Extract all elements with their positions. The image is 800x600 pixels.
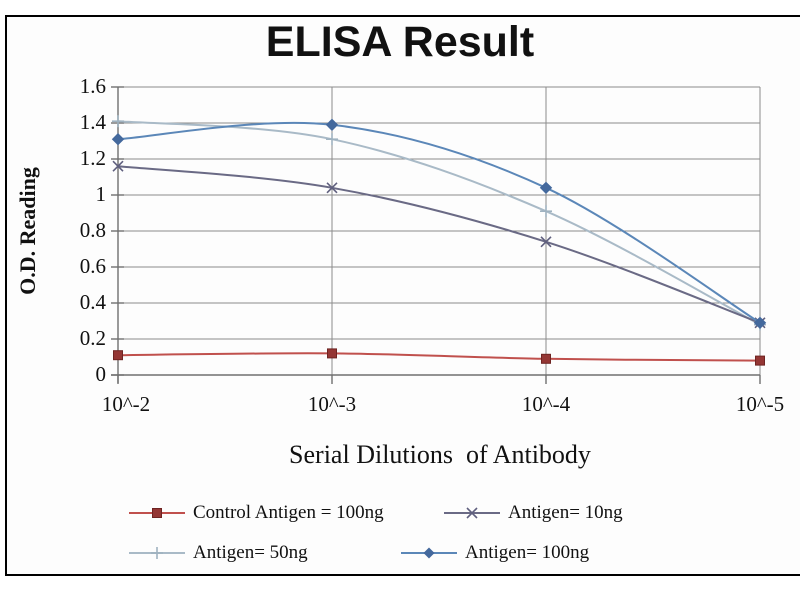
series-marker-antigen-100ng bbox=[753, 316, 767, 330]
y-axis-title: O.D. Reading bbox=[15, 167, 40, 295]
series-line-antigen-10ng bbox=[117, 165, 761, 324]
plus-legend-marker-icon bbox=[129, 547, 185, 559]
marker bbox=[423, 547, 435, 559]
legend-label: Antigen= 10ng bbox=[508, 502, 623, 523]
series-marker-antigen-10ng bbox=[326, 182, 338, 194]
legend-item-antigen-100ng: Antigen= 100ng bbox=[400, 543, 589, 563]
series-marker-antigen-10ng bbox=[112, 160, 124, 172]
y-tick-label: 1.6 bbox=[79, 74, 106, 98]
series-line-antigen-50ng bbox=[117, 120, 761, 326]
series-marker-control-antigen-100ng bbox=[755, 355, 765, 366]
y-tick-label: 0.2 bbox=[79, 326, 106, 350]
legend-label: Antigen= 100ng bbox=[465, 542, 590, 563]
x-tick-label: 10^-4 bbox=[521, 392, 571, 416]
series-marker-control-antigen-100ng bbox=[113, 350, 123, 361]
x-axis-title: Serial Dilutions of Antibody bbox=[289, 440, 591, 469]
y-tick-label: 1.4 bbox=[79, 110, 106, 134]
series-marker-control-antigen-100ng bbox=[327, 348, 337, 359]
series-marker-antigen-100ng bbox=[539, 181, 553, 195]
marker bbox=[152, 508, 162, 518]
chart-title: ELISA Result bbox=[265, 18, 535, 66]
x-legend-marker-icon bbox=[444, 507, 500, 519]
x-tick-label: 10^-3 bbox=[307, 392, 357, 416]
x-tick-label: 10^-2 bbox=[101, 392, 151, 416]
diamond-legend-marker-icon bbox=[401, 547, 457, 559]
legend-label: Control Antigen = 100ng bbox=[193, 502, 384, 523]
series-marker-antigen-10ng bbox=[540, 236, 552, 248]
series-marker-antigen-100ng bbox=[325, 118, 339, 132]
y-tick-label: 1 bbox=[95, 182, 107, 206]
legend-item-antigen-10ng: Antigen= 10ng bbox=[443, 503, 623, 523]
figure-border bbox=[5, 15, 800, 576]
y-tick-label: 1.2 bbox=[79, 146, 106, 170]
series-marker-control-antigen-100ng bbox=[541, 353, 551, 364]
marker bbox=[466, 507, 478, 519]
y-tick-label: 0.4 bbox=[79, 290, 106, 314]
legend-item-control-antigen-100ng: Control Antigen = 100ng bbox=[128, 503, 384, 523]
y-tick-label: 0.8 bbox=[79, 218, 106, 242]
legend-item-antigen-50ng: Antigen= 50ng bbox=[128, 543, 308, 563]
series-marker-antigen-100ng bbox=[111, 132, 125, 146]
series-line-control-antigen-100ng bbox=[117, 352, 761, 362]
y-tick-label: 0.6 bbox=[79, 254, 106, 278]
series-line-antigen-100ng bbox=[117, 121, 761, 324]
legend-label: Antigen= 50ng bbox=[193, 542, 308, 563]
y-tick-label: 0 bbox=[95, 362, 107, 386]
x-tick-label: 10^-5 bbox=[735, 392, 785, 416]
square-legend-marker-icon bbox=[129, 508, 185, 518]
